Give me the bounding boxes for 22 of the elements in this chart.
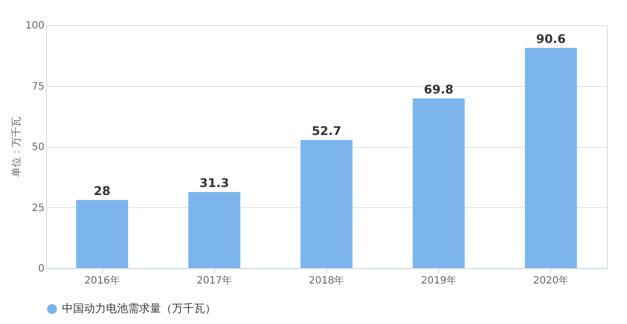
data-label: 69.8 [424,82,454,96]
x-tick-label: 2020年 [533,274,569,286]
x-tick-label: 2016年 [84,274,120,286]
y-tick-label: 25 [32,202,44,214]
bar [412,98,465,268]
data-label: 52.7 [312,124,342,138]
y-tick-label: 50 [32,142,44,153]
x-tick-label: 2017年 [196,274,232,286]
data-label: 90.6 [536,32,566,46]
bar [524,48,577,268]
bar [188,192,240,268]
y-tick-label: 0 [38,264,44,274]
y-axis-title: 单位：万千瓦 [10,117,22,177]
legend-label: 中国动力电池需求量（万千瓦） [62,302,216,315]
data-label: 31.3 [199,176,230,190]
x-tick-label: 2018年 [308,274,344,286]
data-label: 28 [94,184,110,198]
bar [76,200,128,268]
y-tick-label: 100 [25,20,44,32]
bar [300,140,352,268]
y-tick-label: 75 [32,81,44,92]
x-tick-label: 2019年 [420,274,456,286]
